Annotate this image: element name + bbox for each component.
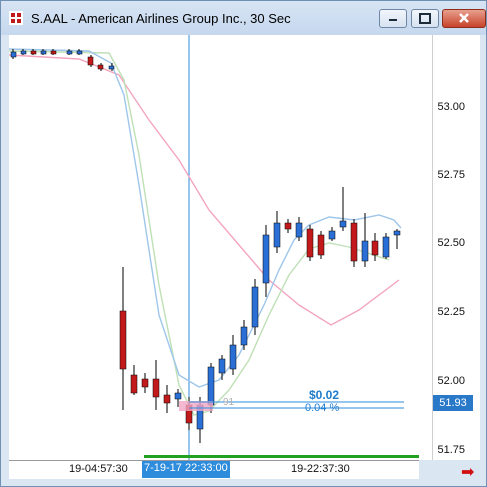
- candle: [97, 63, 104, 71]
- candle: [229, 335, 237, 375]
- candles: [10, 49, 401, 443]
- candle: [371, 233, 379, 261]
- price-tick: 52.50: [437, 237, 465, 249]
- candle: [339, 187, 347, 231]
- candle: [40, 49, 47, 55]
- maximize-icon: [419, 13, 431, 24]
- candle: [20, 49, 27, 55]
- current-price-tag: 51.93: [433, 395, 473, 411]
- candle: [262, 225, 270, 297]
- measure-pct: 0.04 %: [305, 402, 339, 414]
- candle: [218, 355, 226, 380]
- candle: [108, 63, 115, 71]
- price-tick: 52.75: [437, 169, 465, 181]
- maximize-button[interactable]: [411, 9, 439, 28]
- candle: [66, 49, 73, 55]
- candle: [141, 373, 149, 393]
- time-label: 19-22:37:30: [291, 463, 350, 475]
- measure-bars: 91: [223, 397, 235, 408]
- minimize-button[interactable]: [379, 9, 407, 28]
- candle: [295, 217, 303, 241]
- price-chart[interactable]: $0.02 0.04 % 91: [8, 35, 432, 460]
- measure-change: $0.02: [309, 388, 339, 402]
- measure-anchor: [179, 401, 213, 411]
- cursor-time-label: 7-19-17 22:33:00: [142, 461, 230, 478]
- window-title: S.AAL - American Airlines Group Inc., 30…: [31, 11, 291, 26]
- candle: [382, 233, 390, 259]
- candle: [152, 360, 160, 410]
- candle: [50, 49, 57, 55]
- candle: [251, 279, 259, 335]
- candle: [30, 49, 37, 55]
- close-button[interactable]: [442, 9, 486, 28]
- candle: [119, 267, 127, 410]
- scroll-right-arrow-icon[interactable]: ➡: [461, 464, 475, 481]
- app-logo-icon: [9, 11, 23, 25]
- price-tick: 52.00: [437, 375, 465, 387]
- candle: [130, 365, 138, 395]
- price-axis[interactable]: 53.00 52.75 52.50 52.25 52.00 51.75 51.9…: [432, 35, 481, 460]
- candle: [87, 55, 94, 67]
- candle: [10, 49, 17, 59]
- candle: [76, 49, 83, 55]
- ma-slow-line: [8, 54, 400, 326]
- chart-area[interactable]: $0.02 0.04 % 91 53.00 52.75 52.50 52.25 …: [8, 35, 481, 460]
- candle: [273, 211, 281, 253]
- candle: [284, 219, 292, 233]
- time-axis[interactable]: 19-04:57:30 7-19-17 22:33:00 19-22:37:30: [9, 455, 419, 479]
- candle: [306, 225, 314, 261]
- title-bar[interactable]: S.AAL - American Airlines Group Inc., 30…: [1, 1, 486, 35]
- minimize-icon: [389, 19, 397, 21]
- candle: [350, 219, 358, 267]
- candle: [328, 227, 336, 241]
- price-tick: 53.00: [437, 101, 465, 113]
- candle: [163, 385, 171, 413]
- candle: [240, 320, 248, 350]
- candle: [317, 231, 325, 259]
- candle: [174, 389, 182, 407]
- ma-fast-line: [8, 48, 402, 388]
- candle: [361, 213, 369, 267]
- price-tick: 52.25: [437, 306, 465, 318]
- close-icon: [459, 13, 469, 23]
- price-tick: 51.75: [437, 444, 465, 456]
- candle: [393, 229, 401, 249]
- scroll-progress: [144, 455, 419, 458]
- time-label: 19-04:57:30: [69, 463, 128, 475]
